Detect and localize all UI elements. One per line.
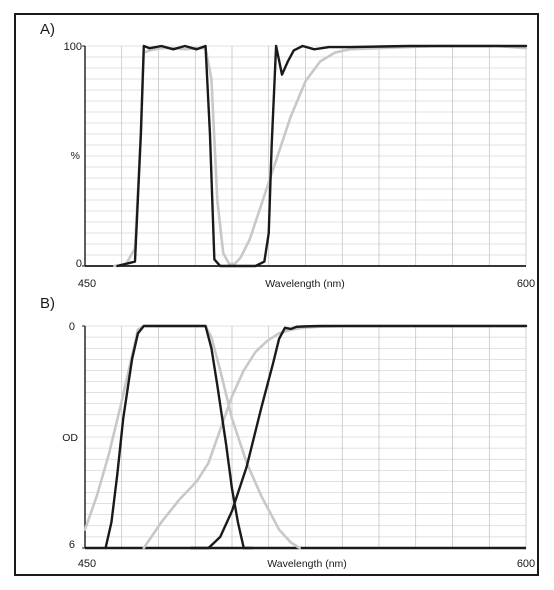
panel-b-x-axis-label: Wavelength (nm): [267, 558, 347, 570]
panel-a-y-axis-label: %: [71, 150, 80, 162]
panel-a-y-tick-top: 100: [64, 41, 82, 53]
panel-b-y-axis-label: OD: [62, 432, 78, 444]
panel-b-grid: [82, 325, 527, 550]
panel-a-y-tick-bottom: 0: [76, 258, 82, 270]
panel-b-label: B): [40, 295, 55, 312]
panel-a-x-tick-left: 450: [78, 278, 96, 290]
panel-b-x-tick-right: 600: [517, 558, 535, 570]
panel-a-series-line-1: [113, 44, 528, 268]
panel-a-x-axis-label: Wavelength (nm): [265, 278, 345, 290]
panel-a-grid: [82, 45, 527, 267]
panel-a-label: A): [40, 21, 55, 38]
panel-a-series-line-0: [116, 44, 528, 268]
figure-frame: [14, 13, 539, 576]
panel-b-y-tick-bottom: 6: [69, 539, 75, 551]
panel-b-y-tick-top: 0: [69, 321, 75, 333]
panel-b-series-line-2: [104, 324, 254, 550]
panel-b-x-tick-left: 450: [78, 558, 96, 570]
panel-a-x-tick-right: 600: [517, 278, 535, 290]
panel-b-series: [83, 324, 528, 550]
panel-b-series-line-3: [189, 324, 528, 550]
panel-a-series: [113, 44, 528, 268]
